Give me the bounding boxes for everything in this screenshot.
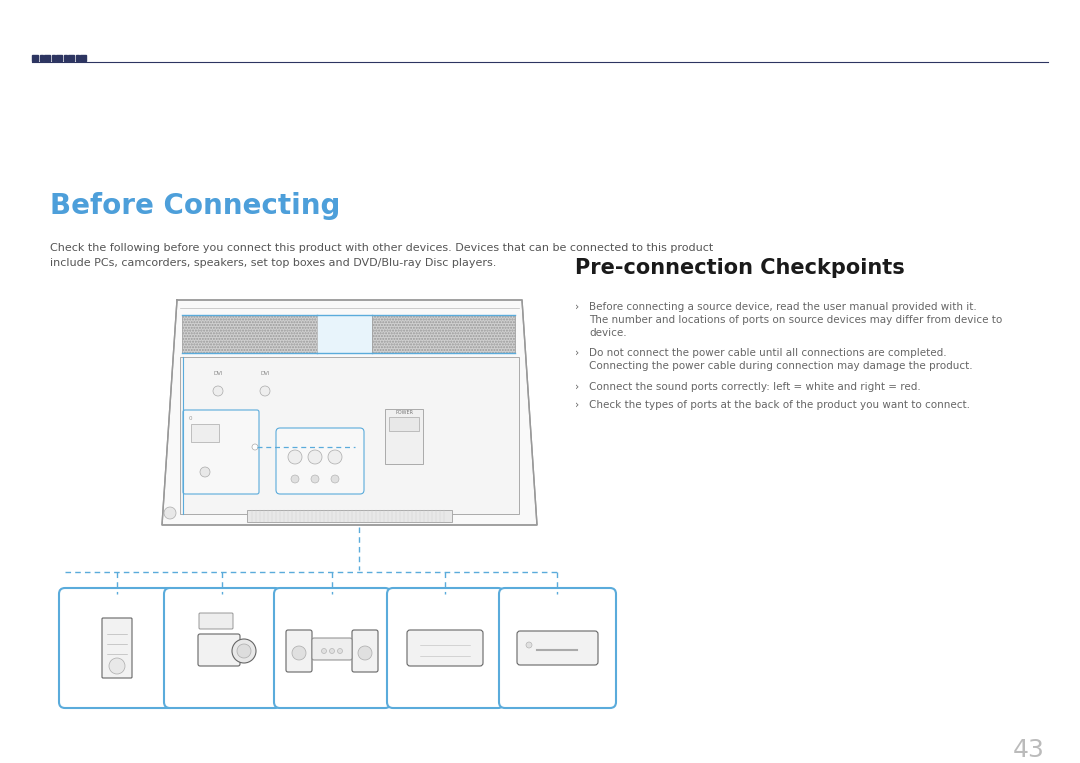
Polygon shape (162, 300, 537, 525)
Text: 0: 0 (189, 416, 192, 421)
Text: DVI: DVI (213, 371, 222, 376)
Bar (389, 417, 419, 431)
Circle shape (200, 467, 210, 477)
Bar (40, 55, 43, 61)
Text: Connecting the power cable during connection may damage the product.: Connecting the power cable during connec… (589, 361, 973, 371)
Text: 43: 43 (1013, 738, 1045, 762)
Circle shape (109, 658, 125, 674)
Circle shape (526, 642, 532, 648)
Circle shape (291, 475, 299, 483)
Circle shape (252, 444, 258, 450)
Bar (191, 424, 219, 442)
Bar (44, 55, 50, 61)
FancyBboxPatch shape (352, 630, 378, 672)
Circle shape (328, 450, 342, 464)
Bar (180, 357, 519, 514)
FancyBboxPatch shape (274, 588, 391, 708)
FancyBboxPatch shape (59, 588, 176, 708)
Circle shape (260, 386, 270, 396)
Circle shape (322, 649, 326, 653)
Text: Before connecting a source device, read the user manual provided with it.: Before connecting a source device, read … (589, 302, 976, 312)
Text: The number and locations of ports on source devices may differ from device to: The number and locations of ports on sou… (589, 315, 1002, 325)
FancyBboxPatch shape (312, 638, 352, 660)
Circle shape (330, 475, 339, 483)
Circle shape (329, 649, 335, 653)
Circle shape (213, 386, 222, 396)
Bar (68, 55, 75, 61)
Bar (32, 55, 38, 61)
Text: ›: › (575, 348, 579, 358)
Text: ›: › (575, 302, 579, 312)
FancyBboxPatch shape (164, 588, 281, 708)
Bar (384, 409, 423, 464)
FancyBboxPatch shape (517, 631, 598, 665)
FancyBboxPatch shape (102, 618, 132, 678)
Text: Check the following before you connect this product with other devices. Devices : Check the following before you connect t… (50, 243, 713, 268)
Circle shape (357, 646, 372, 660)
Circle shape (311, 475, 319, 483)
Bar (52, 55, 55, 61)
FancyBboxPatch shape (183, 410, 259, 494)
Circle shape (292, 646, 306, 660)
Circle shape (337, 649, 342, 653)
Bar (318, 315, 372, 353)
Bar (76, 55, 79, 61)
Circle shape (308, 450, 322, 464)
Circle shape (288, 450, 302, 464)
Bar (183, 315, 318, 353)
Text: POWER: POWER (395, 410, 413, 415)
FancyBboxPatch shape (199, 613, 233, 629)
Text: Before Connecting: Before Connecting (50, 192, 340, 220)
Text: DVI: DVI (260, 371, 270, 376)
FancyBboxPatch shape (286, 630, 312, 672)
FancyBboxPatch shape (407, 630, 483, 666)
Text: Check the types of ports at the back of the product you want to connect.: Check the types of ports at the back of … (589, 400, 970, 410)
FancyBboxPatch shape (198, 634, 240, 666)
Circle shape (164, 507, 176, 519)
Text: ›: › (575, 382, 579, 392)
Text: Pre-connection Checkpoints: Pre-connection Checkpoints (575, 258, 905, 278)
Text: ›: › (575, 400, 579, 410)
FancyBboxPatch shape (499, 588, 616, 708)
Bar (247, 510, 453, 522)
Text: Connect the sound ports correctly: left = white and right = red.: Connect the sound ports correctly: left … (589, 382, 921, 392)
Text: device.: device. (589, 328, 626, 338)
FancyBboxPatch shape (387, 588, 504, 708)
Bar (64, 55, 67, 61)
Text: Do not connect the power cable until all connections are completed.: Do not connect the power cable until all… (589, 348, 947, 358)
Bar (56, 55, 62, 61)
FancyBboxPatch shape (276, 428, 364, 494)
Circle shape (237, 644, 251, 658)
Bar (80, 55, 86, 61)
Circle shape (232, 639, 256, 663)
Bar (372, 315, 515, 353)
